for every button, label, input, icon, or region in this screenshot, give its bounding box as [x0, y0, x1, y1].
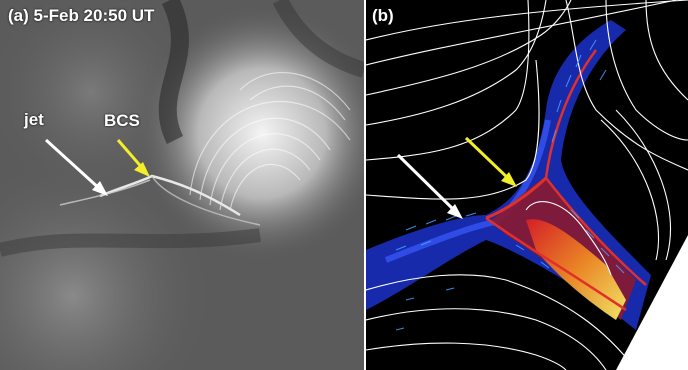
panel-b-simulation: (b)	[366, 0, 688, 370]
panel-b-title: (b)	[372, 6, 394, 25]
bcs-label: BCS	[104, 111, 140, 130]
jet-arrow-head	[92, 181, 108, 196]
panel-b-field	[366, 0, 688, 370]
panel-b-bcs-arrow-head	[501, 172, 517, 187]
bcs-arrow-head	[134, 162, 150, 177]
panel-a-image: (a) 5-Feb 20:50 UT jet BCS	[0, 0, 364, 370]
jet-arrow	[44, 138, 103, 192]
panel-a-texture	[0, 0, 364, 370]
panel-b-jet-arrow-head	[447, 204, 463, 219]
panel-b-jet-arrow	[396, 153, 458, 214]
jet-label: jet	[24, 110, 44, 129]
panel-b-bcs-arrow	[464, 136, 512, 182]
panel-a-title: (a) 5-Feb 20:50 UT	[8, 6, 155, 25]
